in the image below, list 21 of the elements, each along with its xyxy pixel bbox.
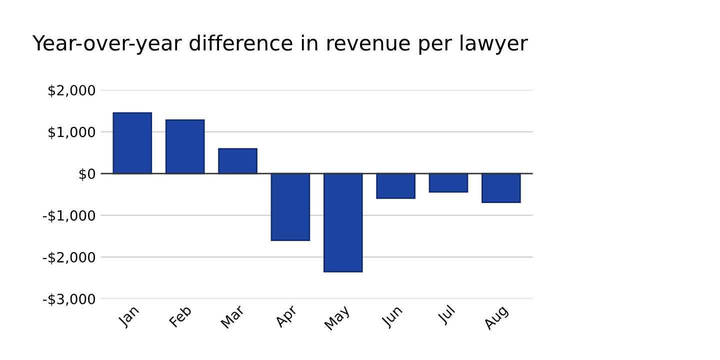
bar (270, 172, 310, 242)
y-tick-label: $2,000 (48, 84, 96, 98)
x-tick-label: Jul (436, 304, 458, 326)
chart-title: Year-over-year difference in revenue per lawyer (32, 34, 528, 55)
y-tick-label: -$1,000 (43, 210, 96, 223)
bar (376, 172, 416, 199)
y-tick-label: -$2,000 (43, 252, 96, 264)
bar (323, 172, 363, 272)
x-tick-label: Apr (274, 304, 300, 330)
y-tick-label: -$3,000 (43, 294, 96, 306)
bar (218, 148, 258, 174)
y-tick-label: $0 (79, 168, 96, 181)
bar (482, 172, 521, 204)
bar (165, 119, 205, 174)
y-tick-label: $1,000 (48, 126, 96, 140)
x-tick-label: Jan (117, 304, 142, 329)
x-tick-label: Jun (380, 304, 404, 329)
bar (428, 172, 468, 193)
x-tick-label: Mar (220, 304, 246, 329)
x-tick-label: Feb (168, 304, 192, 328)
bar (112, 112, 152, 174)
